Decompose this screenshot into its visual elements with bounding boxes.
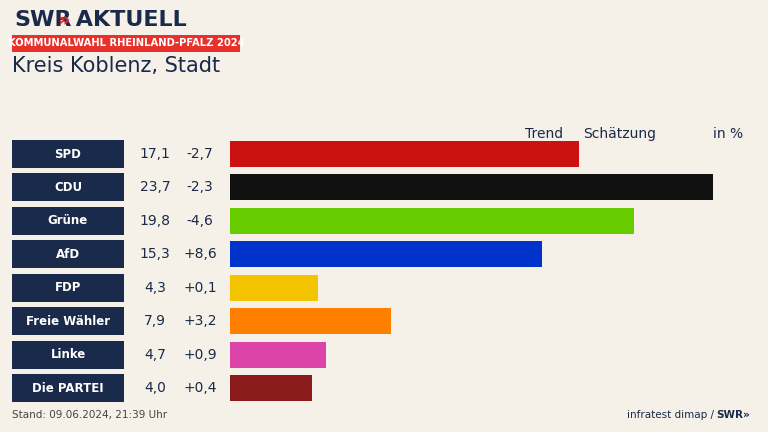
Text: Kreis Koblenz, Stadt: Kreis Koblenz, Stadt [12, 56, 220, 76]
Text: 15,3: 15,3 [140, 247, 170, 261]
FancyBboxPatch shape [12, 340, 124, 368]
FancyBboxPatch shape [12, 207, 124, 235]
Text: »: » [57, 10, 70, 29]
Text: +0,9: +0,9 [184, 348, 217, 362]
Text: 7,9: 7,9 [144, 314, 166, 328]
Text: infratest dimap /: infratest dimap / [627, 410, 717, 420]
FancyBboxPatch shape [12, 274, 124, 302]
Text: 23,7: 23,7 [140, 181, 170, 194]
Text: AKTUELL: AKTUELL [68, 10, 187, 30]
Text: Linke: Linke [51, 348, 85, 361]
Text: -4,6: -4,6 [187, 214, 214, 228]
Text: SPD: SPD [55, 147, 81, 161]
FancyBboxPatch shape [230, 208, 634, 234]
FancyBboxPatch shape [12, 173, 124, 201]
FancyBboxPatch shape [230, 375, 312, 401]
Text: Freie Wähler: Freie Wähler [26, 314, 110, 327]
FancyBboxPatch shape [12, 374, 124, 402]
Text: FDP: FDP [55, 281, 81, 294]
Text: 4,7: 4,7 [144, 348, 166, 362]
Text: Grüne: Grüne [48, 214, 88, 227]
FancyBboxPatch shape [230, 175, 713, 200]
Text: 4,3: 4,3 [144, 281, 166, 295]
Text: -2,3: -2,3 [187, 181, 214, 194]
FancyBboxPatch shape [12, 35, 240, 52]
Text: +0,1: +0,1 [184, 281, 217, 295]
Text: CDU: CDU [54, 181, 82, 194]
Text: AfD: AfD [56, 248, 80, 261]
Text: Stand: 09.06.2024, 21:39 Uhr: Stand: 09.06.2024, 21:39 Uhr [12, 410, 167, 420]
Text: KOMMUNALWAHL RHEINLAND-PFALZ 2024: KOMMUNALWAHL RHEINLAND-PFALZ 2024 [8, 38, 244, 48]
FancyBboxPatch shape [230, 275, 318, 301]
Text: Trend: Trend [525, 127, 563, 141]
FancyBboxPatch shape [12, 240, 124, 268]
FancyBboxPatch shape [230, 241, 542, 267]
FancyBboxPatch shape [12, 140, 124, 168]
Text: in %: in % [713, 127, 743, 141]
Text: +0,4: +0,4 [184, 381, 217, 395]
Text: 17,1: 17,1 [140, 147, 170, 161]
FancyBboxPatch shape [230, 141, 579, 167]
Text: +3,2: +3,2 [184, 314, 217, 328]
FancyBboxPatch shape [12, 307, 124, 335]
Text: 19,8: 19,8 [140, 214, 170, 228]
Text: Die PARTEI: Die PARTEI [32, 381, 104, 394]
Text: SWR: SWR [14, 10, 71, 30]
Text: 4,0: 4,0 [144, 381, 166, 395]
Text: Schätzung: Schätzung [584, 127, 657, 141]
FancyBboxPatch shape [230, 342, 326, 368]
Text: +8,6: +8,6 [183, 247, 217, 261]
FancyBboxPatch shape [230, 308, 391, 334]
Text: SWR»: SWR» [716, 410, 750, 420]
Text: -2,7: -2,7 [187, 147, 214, 161]
